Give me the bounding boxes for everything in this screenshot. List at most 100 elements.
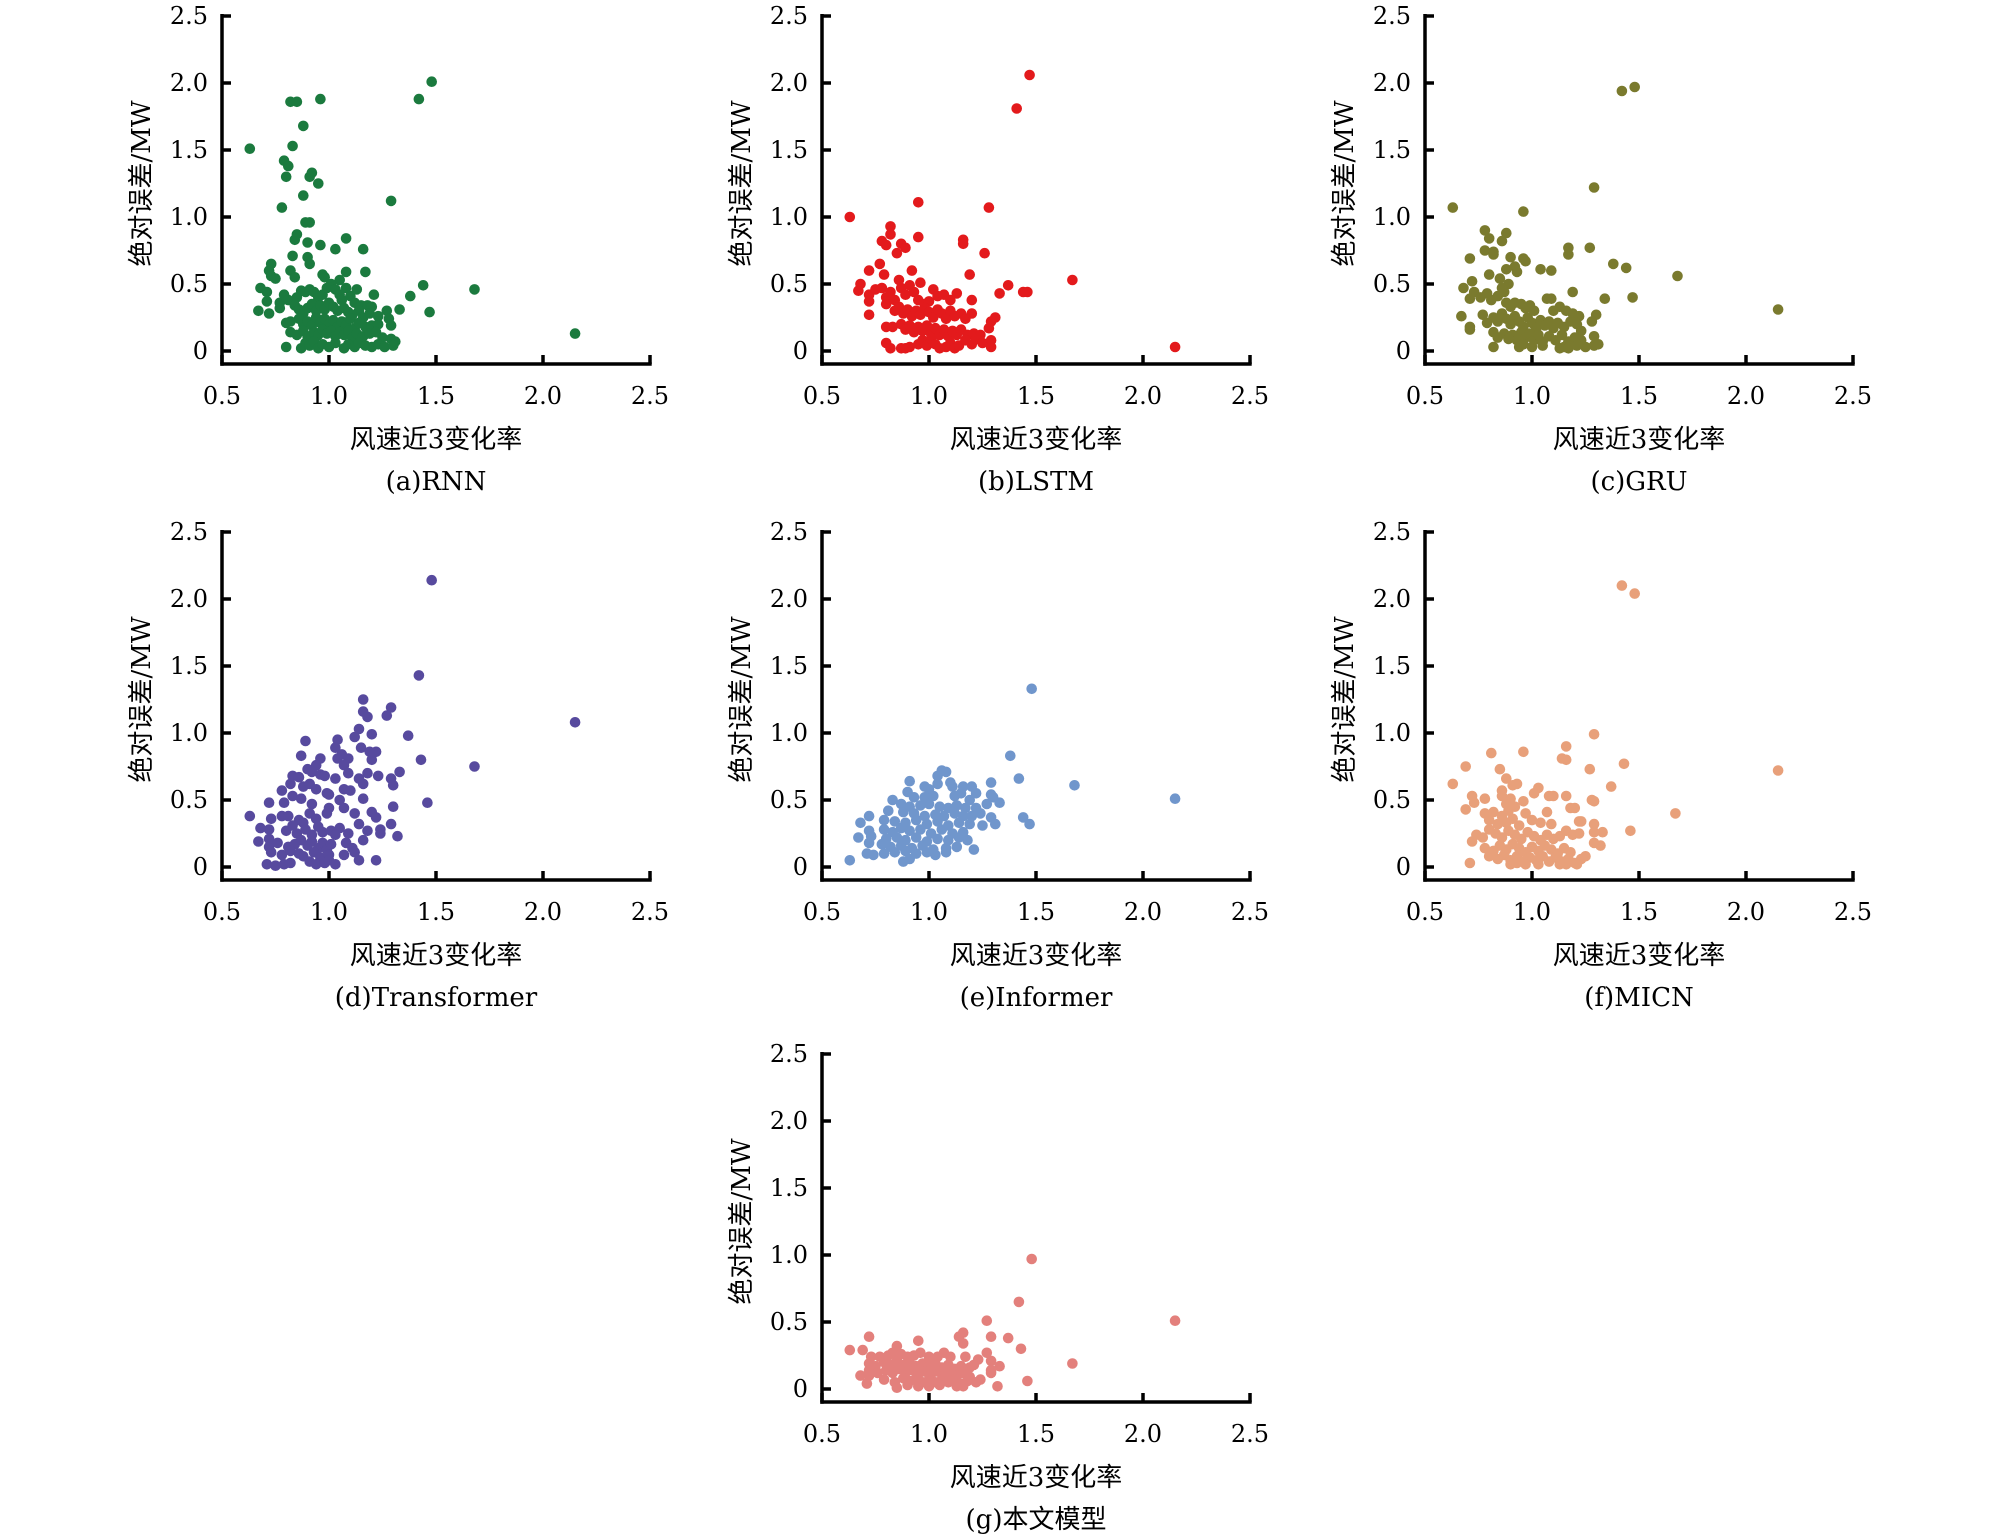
data-point	[921, 320, 933, 331]
data-point	[330, 337, 341, 349]
data-point	[891, 1382, 903, 1393]
data-point	[966, 810, 978, 822]
x-tick-label: 1.0	[310, 898, 348, 926]
data-point	[872, 1367, 883, 1379]
y-axis-title: 绝对误差/MW	[127, 616, 157, 782]
data-point	[261, 286, 273, 298]
data-point	[921, 847, 933, 858]
data-point	[1584, 242, 1596, 254]
data-point	[883, 805, 894, 816]
data-point	[1580, 851, 1591, 862]
data-point	[880, 239, 892, 251]
data-point	[280, 171, 292, 183]
data-point	[891, 247, 903, 259]
x-tick-label: 1.0	[1513, 898, 1551, 926]
data-point	[357, 778, 369, 790]
x-tick-label: 1.5	[1620, 898, 1658, 926]
data-point	[981, 1315, 993, 1326]
data-point	[332, 734, 343, 745]
data-point	[330, 243, 341, 255]
data-point	[298, 190, 309, 201]
data-point	[1618, 758, 1630, 770]
data-point	[1513, 820, 1525, 831]
data-point	[263, 833, 275, 845]
data-point	[923, 1351, 935, 1363]
data-point	[387, 340, 399, 351]
data-point	[957, 1381, 969, 1392]
data-point	[255, 822, 266, 834]
data-point	[1520, 859, 1531, 870]
data-point	[915, 277, 926, 289]
data-point	[287, 140, 298, 152]
y-tick-label: 0.5	[170, 270, 208, 298]
y-tick-label: 2.0	[1373, 585, 1411, 613]
data-point	[904, 853, 915, 865]
data-point	[1017, 812, 1029, 823]
data-point	[1169, 1315, 1181, 1326]
data-point	[330, 742, 341, 753]
data-point	[857, 1344, 868, 1356]
data-point	[360, 266, 371, 278]
data-point	[315, 239, 326, 251]
data-point	[992, 1381, 1003, 1392]
data-point	[1486, 747, 1497, 759]
data-point	[1627, 292, 1638, 303]
data-point	[285, 857, 296, 869]
data-point	[304, 258, 316, 270]
data-point	[370, 812, 382, 823]
data-point	[885, 221, 896, 232]
data-point	[970, 788, 982, 799]
data-point	[900, 242, 911, 254]
data-point	[891, 832, 903, 843]
data-point	[964, 269, 975, 280]
y-tick-label: 2.0	[170, 69, 208, 97]
y-tick-label: 0	[793, 853, 808, 881]
data-point	[392, 830, 403, 842]
data-point	[417, 280, 429, 291]
data-point	[936, 824, 948, 835]
data-point	[949, 790, 960, 802]
x-tick-label: 2.5	[1834, 382, 1872, 410]
data-point	[357, 793, 369, 804]
data-point	[885, 286, 896, 298]
data-point	[1456, 310, 1467, 322]
y-tick-label: 2.5	[170, 518, 208, 546]
data-point	[1501, 227, 1512, 239]
data-point	[1518, 746, 1529, 758]
x-tick-label: 1.5	[1620, 382, 1658, 410]
x-axis-title: 风速近3变化率	[1553, 425, 1726, 455]
data-point	[1496, 235, 1508, 247]
data-point	[962, 834, 973, 846]
data-point	[1067, 1358, 1078, 1369]
data-point	[878, 814, 890, 826]
data-point	[1479, 225, 1491, 236]
data-point	[915, 824, 926, 835]
data-point	[985, 341, 997, 353]
x-tick-label: 0.5	[1406, 898, 1444, 926]
panel-caption: (e)Informer	[960, 983, 1113, 1013]
data-point	[979, 247, 990, 259]
data-point	[413, 670, 425, 681]
data-point	[1466, 836, 1478, 847]
data-point	[387, 780, 399, 791]
y-tick-label: 2.5	[770, 518, 808, 546]
data-point	[915, 800, 926, 811]
data-point	[295, 750, 307, 762]
data-point	[1511, 778, 1523, 790]
data-point	[1496, 832, 1508, 843]
panel-caption: (f)MICN	[1584, 983, 1693, 1013]
data-point	[357, 834, 369, 846]
data-point	[975, 808, 986, 819]
y-tick-label: 0.5	[1373, 786, 1411, 814]
data-point	[1560, 754, 1572, 766]
data-point	[889, 847, 901, 858]
data-point	[947, 781, 958, 792]
data-point	[1528, 788, 1540, 799]
data-point	[289, 234, 301, 246]
data-point	[981, 798, 993, 810]
data-point	[1013, 1296, 1025, 1308]
data-point	[310, 813, 322, 825]
data-point	[1593, 339, 1604, 350]
data-point	[1022, 286, 1033, 298]
data-point	[1556, 329, 1568, 341]
